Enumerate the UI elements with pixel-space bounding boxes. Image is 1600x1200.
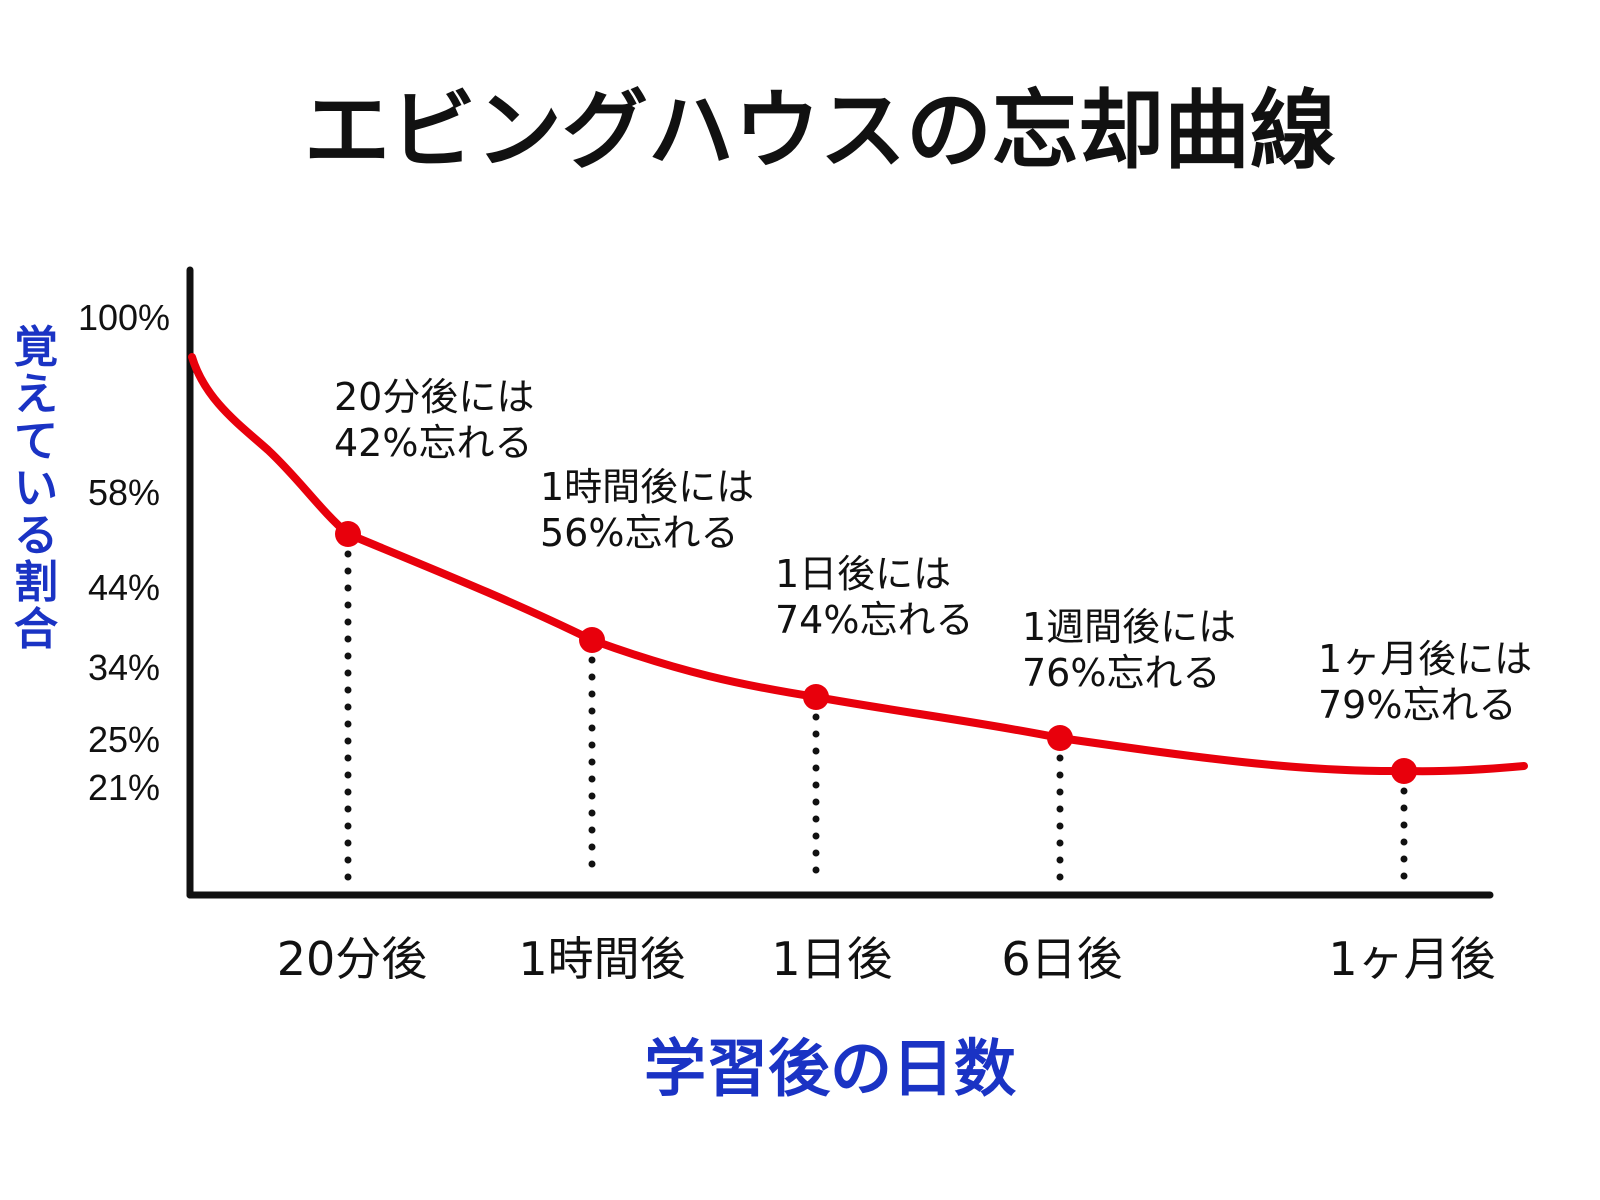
x-tick-label: 20分後 <box>277 932 428 986</box>
annotation-label: 1週間後には <box>1022 605 1236 649</box>
y-axis-label-char: え <box>14 369 58 420</box>
x-tick-label: 1ヶ月後 <box>1328 932 1495 986</box>
data-point <box>803 684 829 710</box>
y-axis-label-char: て <box>14 416 58 467</box>
y-axis-label-char: 合 <box>14 604 58 655</box>
y-tick-label: 100% <box>78 297 170 338</box>
y-axis-label-char: 割 <box>14 557 58 608</box>
data-point <box>335 521 361 547</box>
y-tick-label: 44% <box>88 567 160 608</box>
annotation-label: 79%忘れる <box>1318 683 1516 727</box>
chart-title: エビングハウスの忘却曲線 <box>304 81 1336 181</box>
y-axis-label-char: る <box>14 510 58 561</box>
annotation-label: 1ヶ月後には <box>1318 637 1532 681</box>
y-tick-label: 58% <box>88 472 160 513</box>
data-point <box>1047 725 1073 751</box>
y-tick-label: 25% <box>88 719 160 760</box>
annotation-label: 20分後には <box>334 375 534 419</box>
y-axis-label-char: い <box>14 463 58 514</box>
x-tick-label: 6日後 <box>1001 932 1122 986</box>
annotation-label: 76%忘れる <box>1022 651 1220 695</box>
x-tick-label: 1日後 <box>771 932 892 986</box>
y-axis-label-char: 覚 <box>14 322 58 373</box>
annotation-label: 1時間後には <box>540 465 754 509</box>
data-point <box>579 627 605 653</box>
plot-area: 100%58%44%34%25%21%覚えている割合20分後には42%忘れる1時… <box>14 266 1532 986</box>
annotation-label: 42%忘れる <box>334 421 532 465</box>
annotation-label: 74%忘れる <box>775 598 973 642</box>
forgetting-curve-line <box>188 353 1528 776</box>
y-tick-label: 21% <box>88 767 160 808</box>
x-tick-label: 1時間後 <box>518 932 685 986</box>
data-point <box>1391 758 1417 784</box>
y-tick-label: 34% <box>88 647 160 688</box>
x-axis-label: 学習後の日数 <box>644 1032 1016 1105</box>
annotation-label: 1日後には <box>775 552 951 596</box>
annotation-label: 56%忘れる <box>540 511 738 555</box>
